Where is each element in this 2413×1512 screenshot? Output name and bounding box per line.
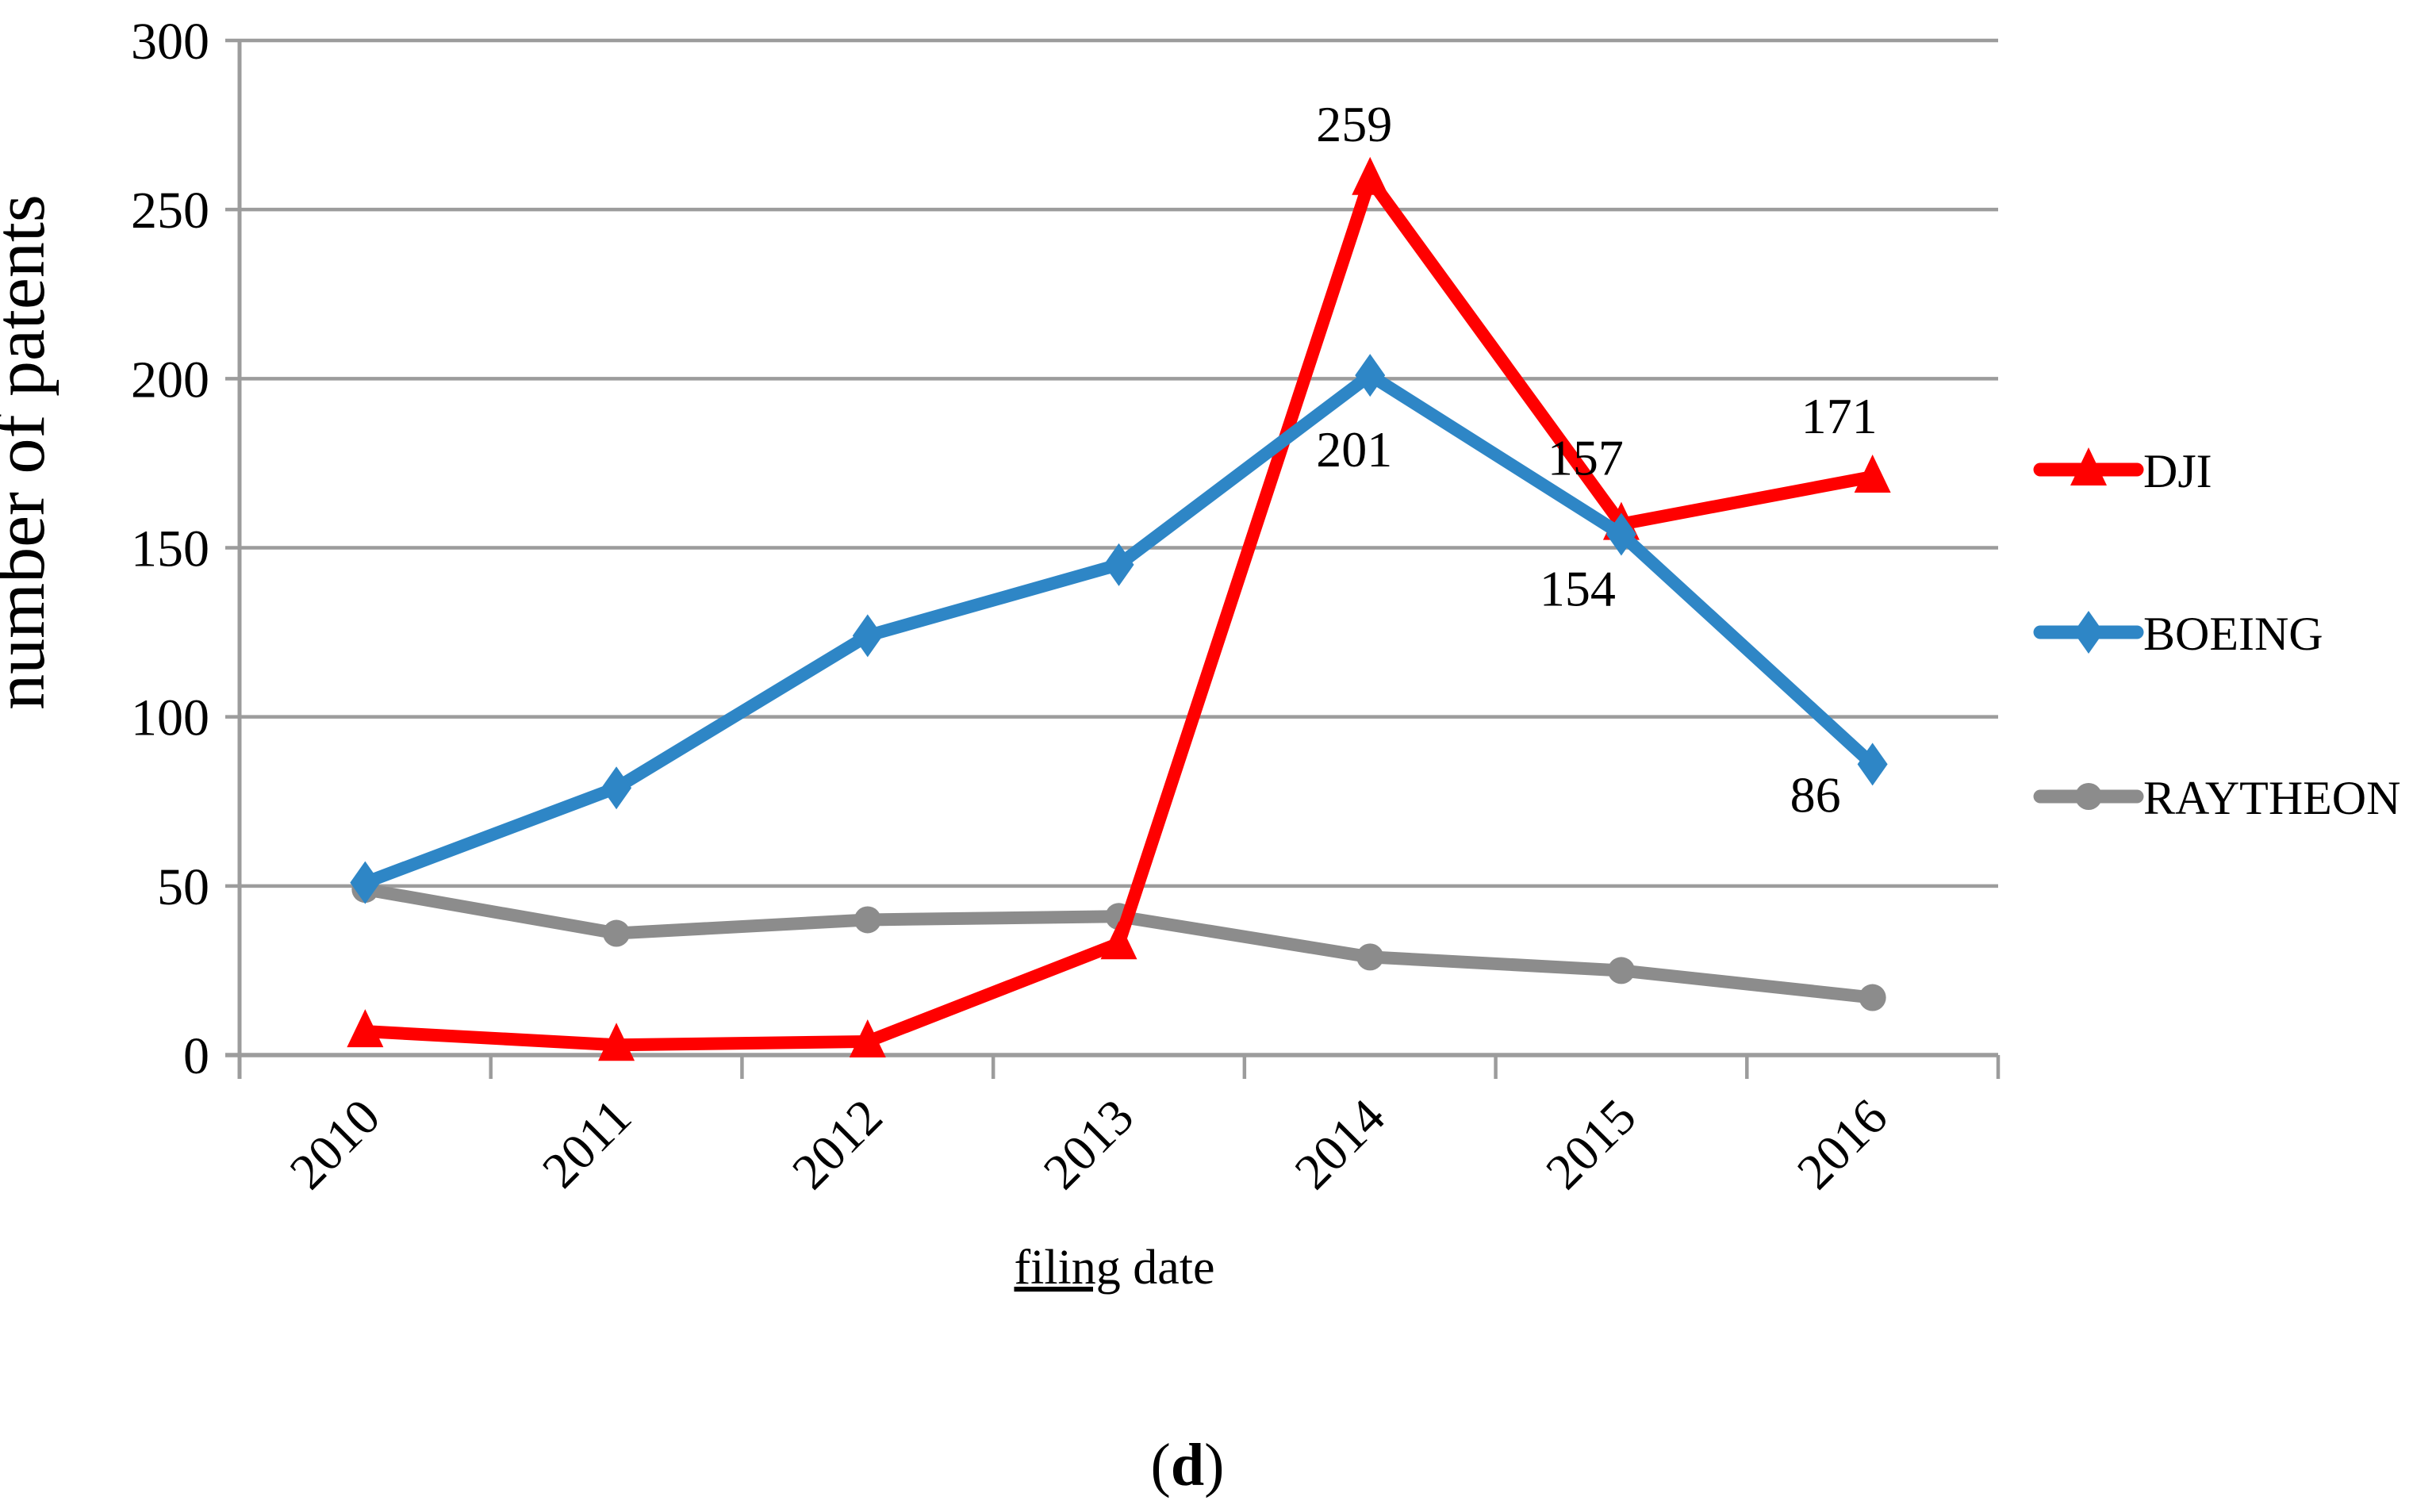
- x-axis-title: filing date: [1014, 1241, 1214, 1295]
- series-dji-marker-2010: [347, 1009, 384, 1048]
- x-tick-label-2011: 2011: [531, 1088, 642, 1199]
- y-tick-label-250: 250: [131, 182, 209, 240]
- legend-label-dji: DJI: [2143, 445, 2212, 497]
- point-label-dji-2016: 171: [1801, 388, 1878, 444]
- figure-caption: (d): [1151, 1432, 1225, 1499]
- point-label-boeing-2014: 201: [1316, 421, 1392, 478]
- y-tick-label-0: 0: [183, 1027, 209, 1085]
- series-boeing: [363, 367, 1878, 889]
- series-raytheon-marker-2012: [854, 906, 881, 934]
- series-dji-marker-2014: [1352, 156, 1389, 195]
- point-label-dji-2015: 157: [1548, 430, 1624, 486]
- series-boeing-marker-2014: [1355, 354, 1386, 397]
- point-label-dji-2014: 259: [1316, 96, 1392, 152]
- legend-label-raytheon: RAYTHEON: [2143, 772, 2400, 824]
- caption-paren-close: ): [1204, 1432, 1224, 1499]
- x-tick-label-2013: 2013: [1033, 1088, 1145, 1200]
- y-tick-label-150: 150: [131, 520, 209, 578]
- legend-dji-marker-icon: [2070, 447, 2107, 485]
- series-boeing-marker-2012: [852, 614, 883, 658]
- y-axis-title: number of patents: [0, 194, 59, 710]
- caption-paren-open: (: [1151, 1432, 1171, 1499]
- series-raytheon-marker-2014: [1356, 943, 1384, 971]
- series-dji-marker-2013: [1100, 921, 1137, 960]
- legend-item-dji: DJI: [2033, 445, 2212, 497]
- legend-item-boeing: BOEING: [2033, 608, 2323, 660]
- x-axis-title-word: date: [1121, 1241, 1215, 1295]
- y-tick-label-100: 100: [131, 689, 209, 747]
- legend-boeing-marker-icon: [2073, 611, 2104, 654]
- series-raytheon-marker-2011: [603, 919, 631, 947]
- legend-raytheon-marker-icon: [2075, 783, 2102, 810]
- x-tick-label-2015: 2015: [1535, 1088, 1647, 1200]
- series-dji-marker-2011: [598, 1023, 635, 1061]
- x-tick-label-2012: 2012: [781, 1088, 893, 1200]
- series-boeing-marker-2013: [1103, 543, 1134, 586]
- caption-letter: d: [1171, 1432, 1204, 1499]
- y-tick-label-200: 200: [131, 351, 209, 409]
- series-boeing-marker-2016: [1857, 743, 1888, 786]
- series-boeing-marker-2011: [601, 766, 632, 810]
- y-tick-label-50: 50: [157, 858, 209, 916]
- series-boeing-marker-2015: [1605, 512, 1636, 556]
- point-label-boeing-2015: 154: [1540, 560, 1616, 616]
- series-boeing-marker-2010: [350, 861, 381, 904]
- x-axis-title-word-underlined: filing: [1014, 1241, 1120, 1295]
- series-dji-marker-2016: [1854, 454, 1891, 493]
- legend-label-boeing: BOEING: [2143, 608, 2323, 660]
- series-raytheon-marker-2015: [1607, 957, 1635, 984]
- y-tick-label-300: 300: [131, 13, 209, 71]
- x-tick-label-2016: 2016: [1786, 1088, 1898, 1200]
- series-boeing-line: [363, 367, 1878, 889]
- x-tick-label-2010: 2010: [279, 1088, 391, 1200]
- point-label-boeing-2016: 86: [1790, 766, 1841, 823]
- series-dji-marker-2012: [849, 1019, 886, 1057]
- x-tick-label-2014: 2014: [1283, 1088, 1395, 1200]
- series-raytheon-marker-2016: [1859, 984, 1886, 1011]
